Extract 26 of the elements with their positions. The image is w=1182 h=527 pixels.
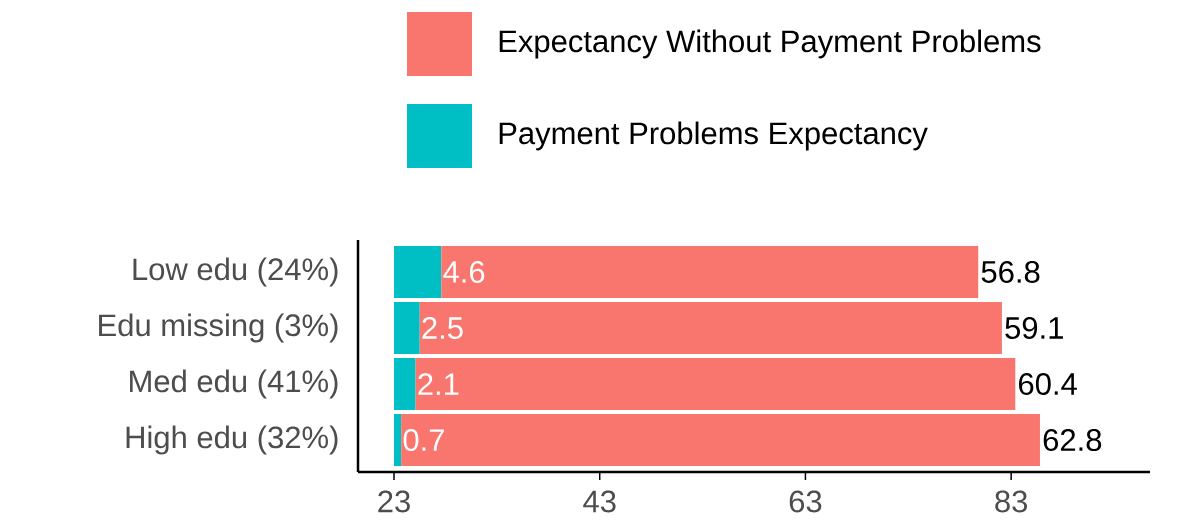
y-tick-label: Low edu (24%) [133,257,338,287]
bar [401,414,1040,467]
total-label: 59.1 [1005,317,1063,339]
y-tick-label: High edu (32%) [126,425,338,455]
x-tick-label: 83 [995,490,1028,513]
x-tick-label: 23 [378,490,410,513]
bar [394,301,420,355]
data-label: 0.7 [403,429,444,452]
legend-label: Payment Problems Expectancy [499,121,928,151]
total-label: 56.8 [981,260,1040,283]
data-label: 2.5 [422,317,463,339]
total-label: 62.8 [1043,429,1102,452]
bar [419,301,1002,355]
y-tick-label: Med edu (41%) [130,369,338,399]
x-tick-label: 63 [789,490,822,513]
data-label: 4.6 [443,260,485,283]
bar [394,357,416,411]
bar [441,245,979,298]
bar [394,414,402,467]
data-label: 2.1 [418,373,459,395]
bar [415,357,1016,411]
legend-label: Expectancy Without Payment Problems [499,29,1041,59]
y-tick-label: Edu missing (3%) [99,313,338,343]
total-label: 60.4 [1019,373,1077,395]
x-tick-label: 43 [583,490,616,513]
bar [394,245,442,298]
